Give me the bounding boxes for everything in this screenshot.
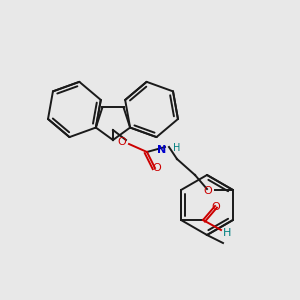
Text: O: O bbox=[117, 137, 126, 147]
Text: O: O bbox=[153, 163, 161, 173]
Text: O: O bbox=[203, 186, 212, 196]
Text: H: H bbox=[173, 143, 180, 153]
Text: H: H bbox=[223, 228, 231, 238]
Text: N: N bbox=[157, 145, 166, 155]
Text: O: O bbox=[212, 202, 220, 212]
